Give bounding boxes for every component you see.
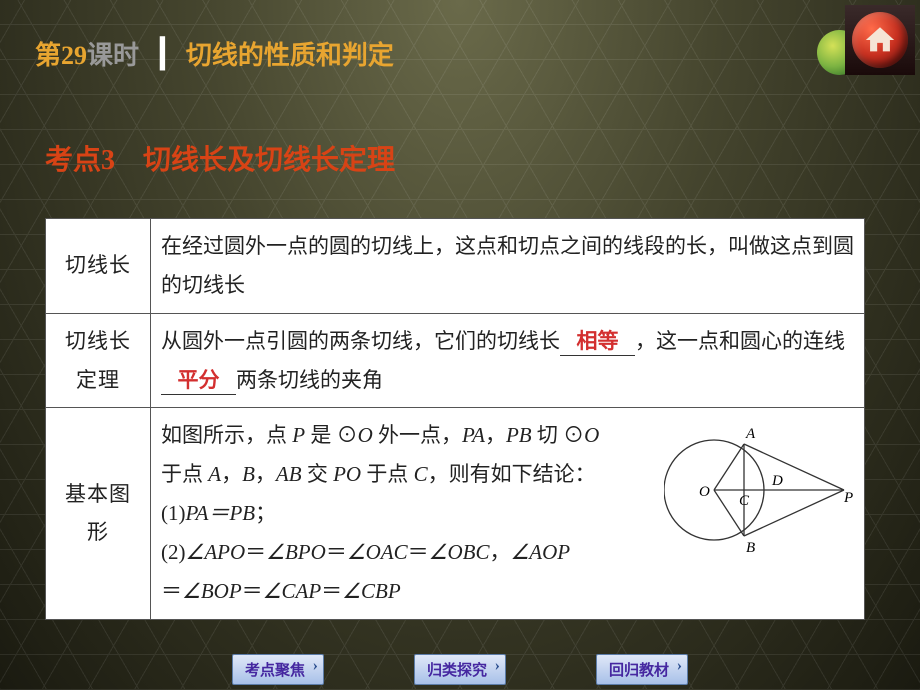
- home-button[interactable]: [845, 5, 915, 75]
- lesson-number: 第29课时: [35, 35, 139, 72]
- home-icon: [852, 12, 908, 68]
- svg-text:O: O: [699, 484, 710, 500]
- lesson-title: 切线的性质和判定: [186, 35, 394, 72]
- row-body-1: 在经过圆外一点的圆的切线上，这点和切点之间的线段的长，叫做这点到圆的切线长: [151, 219, 865, 314]
- nav-btn-textbook[interactable]: 回归教材: [596, 654, 688, 685]
- geometry-diagram: A B O C D P: [664, 420, 854, 560]
- row-body-2: 从圆外一点引圆的两条切线，它们的切线长相等，这一点和圆心的连线平分两条切线的夹角: [151, 313, 865, 408]
- row-head-1: 切线长: [46, 219, 151, 314]
- nav-buttons: 考点聚焦 归类探究 回归教材: [0, 654, 920, 685]
- svg-text:A: A: [745, 426, 756, 442]
- table-row: 切线长 在经过圆外一点的圆的切线上，这点和切点之间的线段的长，叫做这点到圆的切线…: [46, 219, 865, 314]
- row-head-3: 基本图形: [46, 408, 151, 619]
- row-body-3: 如图所示，点 P 是 ⊙O 外一点，PA，PB 切 ⊙O 于点 A，B，AB 交…: [151, 408, 865, 619]
- svg-text:P: P: [843, 490, 853, 506]
- nav-btn-explore[interactable]: 归类探究: [414, 654, 506, 685]
- row-head-2: 切线长定理: [46, 313, 151, 408]
- header: 第29课时 ┃ 切线的性质和判定: [35, 35, 394, 72]
- fill-blank-1: 相等: [577, 329, 619, 353]
- table-row: 基本图形 如图所示，点 P 是 ⊙O 外一点，PA，PB 切 ⊙O 于点 A，B…: [46, 408, 865, 619]
- svg-text:C: C: [739, 493, 750, 509]
- table-row: 切线长定理 从圆外一点引圆的两条切线，它们的切线长相等，这一点和圆心的连线平分两…: [46, 313, 865, 408]
- content-table: 切线长 在经过圆外一点的圆的切线上，这点和切点之间的线段的长，叫做这点到圆的切线…: [45, 218, 865, 620]
- svg-text:D: D: [771, 473, 783, 489]
- svg-text:B: B: [746, 540, 755, 556]
- header-divider: ┃: [154, 37, 171, 71]
- section-title: 考点3 切线长及切线长定理: [45, 138, 395, 178]
- fill-blank-2: 平分: [178, 368, 220, 392]
- nav-btn-focus[interactable]: 考点聚焦: [232, 654, 324, 685]
